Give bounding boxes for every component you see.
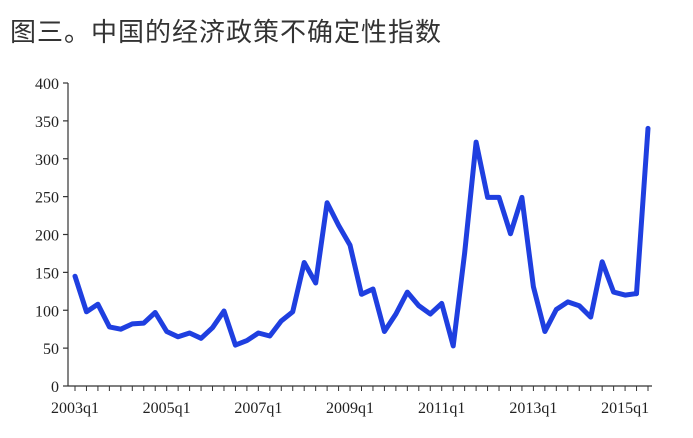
- series-layer: [72, 125, 651, 349]
- y-tick-label: 200: [35, 228, 59, 245]
- y-tick-label: 400: [35, 76, 59, 93]
- x-tick-label: 2009q1: [326, 400, 374, 417]
- axes: 0 50 100 150 200 250 300 350 400 2003q1 2005q1 2007…: [35, 76, 652, 417]
- y-tick-label: 350: [35, 114, 59, 131]
- y-tick-label: 300: [35, 152, 59, 169]
- y-tick-label: 150: [35, 265, 59, 282]
- y-tick-label: 0: [51, 379, 59, 396]
- y-tick-label: 100: [35, 303, 59, 320]
- y-tick-label: 250: [35, 190, 59, 207]
- series-line-2: [634, 125, 651, 297]
- x-tick-label: 2003q1: [51, 400, 99, 417]
- chart-title: 图三。中国的经济政策不确定性指数: [10, 18, 443, 48]
- x-tick-label: 2007q1: [234, 400, 282, 417]
- x-tick-label: 2015q1: [601, 400, 649, 417]
- y-tick-label: 50: [43, 341, 59, 358]
- series-line-1: [72, 139, 639, 349]
- x-tick-label: 2013q1: [509, 400, 557, 417]
- x-tick-label: 2011q1: [418, 400, 465, 417]
- x-tick-label: 2005q1: [143, 400, 191, 417]
